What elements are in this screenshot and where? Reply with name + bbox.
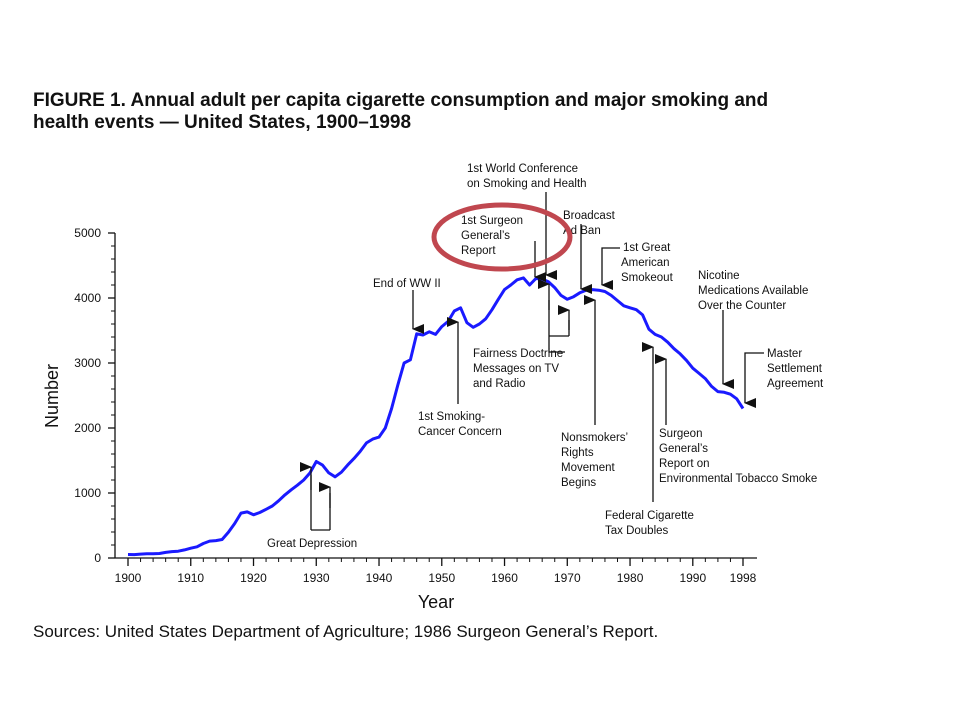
- label-surgeon-1: 1st Surgeon: [461, 215, 523, 227]
- sources-note: Sources: United States Department of Agr…: [33, 622, 659, 641]
- great-depression-bracket: [310, 475, 331, 531]
- label-smoking-cancer-2: Cancer Concern: [418, 426, 502, 438]
- highlight-ellipse: [431, 202, 573, 272]
- label-nicotine-2: Medications Available: [698, 285, 808, 297]
- x-axis-title: Year: [418, 592, 454, 612]
- label-ets-3: Report on: [659, 458, 710, 470]
- y-tick-label: 3000: [74, 356, 101, 370]
- label-ets-1: Surgeon: [659, 428, 702, 440]
- label-world-conf-2: on Smoking and Health: [467, 178, 587, 190]
- label-msa-2: Settlement: [767, 363, 823, 375]
- label-ets-4: Environmental Tobacco Smoke: [659, 473, 817, 485]
- label-smoking-cancer-1: 1st Smoking-: [418, 411, 485, 423]
- y-tick-label: 1000: [74, 486, 101, 500]
- label-msa-3: Agreement: [767, 378, 824, 390]
- figure-title-line-2: health events — United States, 1900–1998: [33, 112, 412, 133]
- figure-title: FIGURE 1. Annual adult per capita cigare…: [33, 90, 938, 134]
- y-tick-label: 2000: [74, 421, 101, 435]
- label-nonsmokers-3: Movement: [561, 462, 615, 474]
- label-world-conf-1: 1st World Conference: [467, 163, 578, 175]
- y-tick-label: 5000: [74, 226, 101, 240]
- label-surgeon-3: Report: [461, 245, 496, 257]
- label-msa-1: Master: [767, 348, 802, 360]
- x-tick-label: 1950: [428, 571, 455, 585]
- label-broadcast-2: Ad Ban: [563, 225, 601, 237]
- x-tick-label: 1970: [554, 571, 581, 585]
- x-tick-label: 1930: [303, 571, 330, 585]
- label-broadcast-1: Broadcast: [563, 210, 616, 222]
- label-end-ww2: End of WW II: [373, 278, 441, 290]
- x-tick-label: 1990: [679, 571, 706, 585]
- event-labels: Great Depression End of WW II 1st Smokin…: [267, 163, 824, 550]
- x-tick-label: 1900: [115, 571, 142, 585]
- label-tax-1: Federal Cigarette: [605, 510, 694, 522]
- x-tick-label: 1910: [177, 571, 204, 585]
- label-fairness-1: Fairness Doctrine: [473, 348, 563, 360]
- x-tick-label: 1980: [617, 571, 644, 585]
- smokeout-leader: [601, 247, 620, 290]
- fairness-bracket: [548, 300, 570, 353]
- label-ets-2: General’s: [659, 443, 708, 455]
- x-tick-label: 1920: [240, 571, 267, 585]
- x-axis-ticks: 1900 1910 1920 1930 1940 1950 1960 1970 1980 1990…: [115, 558, 757, 585]
- label-nonsmokers-2: Rights: [561, 447, 594, 459]
- label-fairness-3: and Radio: [473, 378, 525, 390]
- label-nonsmokers-1: Nonsmokers’: [561, 432, 628, 444]
- figure-title-line-1: FIGURE 1. Annual adult per capita cigare…: [33, 90, 769, 111]
- msa-leader: [744, 352, 764, 408]
- x-tick-label: 1960: [491, 571, 518, 585]
- consumption-line: [127, 276, 745, 557]
- label-nicotine-1: Nicotine: [698, 270, 740, 282]
- y-tick-label: 4000: [74, 291, 101, 305]
- label-tax-2: Tax Doubles: [605, 525, 669, 537]
- y-tick-label: 0: [94, 551, 101, 565]
- x-tick-label: 1998: [730, 571, 757, 585]
- minor-tick-marks: [111, 245, 731, 562]
- x-tick-label: 1940: [366, 571, 393, 585]
- label-smokeout-3: Smokeout: [621, 272, 674, 284]
- label-nonsmokers-4: Begins: [561, 477, 596, 489]
- label-great-depression: Great Depression: [267, 538, 357, 550]
- label-fairness-2: Messages on TV: [473, 363, 559, 375]
- label-smokeout-2: American: [621, 257, 670, 269]
- y-axis-title: Number: [42, 364, 62, 428]
- label-nicotine-3: Over the Counter: [698, 300, 786, 312]
- label-surgeon-2: General’s: [461, 230, 510, 242]
- y-axis-ticks: 0 1000 2000 3000 4000 5000: [74, 226, 115, 565]
- label-smokeout-1: 1st Great: [623, 242, 671, 254]
